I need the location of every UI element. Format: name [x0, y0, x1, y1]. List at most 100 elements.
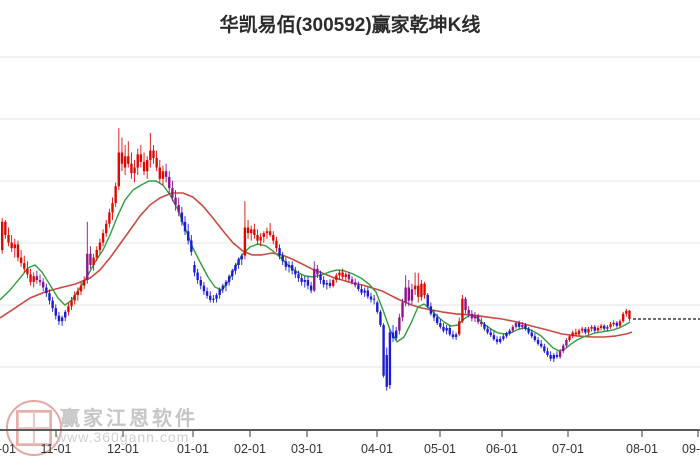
candle-body: [508, 330, 511, 334]
candle-body: [590, 326, 593, 329]
candle-body: [313, 268, 316, 291]
candle-body: [539, 343, 543, 347]
x-axis-label: 05-01: [424, 442, 456, 456]
candle-body: [338, 272, 341, 276]
candle-body: [98, 242, 102, 250]
candle-body: [451, 334, 455, 337]
candle-body: [209, 295, 212, 300]
candle-body: [284, 261, 288, 267]
candle-body: [13, 244, 17, 249]
candle-body: [60, 317, 64, 322]
candle-body: [7, 235, 10, 243]
candle-body: [265, 231, 269, 234]
candle-body: [335, 275, 338, 280]
watermark-seal: [6, 400, 62, 456]
candle-body: [101, 233, 105, 243]
gridlines: [0, 56, 700, 368]
x-axis: 10-01 11-01 12-01 01-01 02-01 03-01 04-01 05-01…: [0, 429, 700, 456]
candle-body: [524, 325, 527, 329]
candle-body: [212, 298, 215, 300]
candle-body: [625, 310, 628, 314]
candle-body: [382, 325, 385, 376]
candle-body: [360, 289, 363, 293]
candle-body: [268, 231, 272, 235]
candle-body: [357, 285, 360, 289]
candle-body: [445, 328, 448, 331]
candle-body: [552, 355, 555, 359]
x-axis-label: 11-01: [40, 442, 71, 456]
candle-body: [73, 295, 76, 301]
candle-body: [448, 328, 451, 335]
candle-body: [401, 302, 404, 318]
candle-body: [565, 340, 568, 346]
candle-body: [587, 328, 590, 333]
candle-body: [483, 324, 486, 329]
candle-body: [177, 205, 180, 213]
candles: [1, 128, 631, 391]
candle-body: [413, 285, 417, 290]
candle-body: [259, 236, 262, 241]
x-axis-label: 07-01: [552, 442, 584, 456]
candle-body: [505, 333, 508, 337]
candle-body: [180, 212, 184, 222]
x-axis-label: 12-01: [107, 442, 139, 456]
candle-body: [199, 280, 202, 286]
candle-body: [38, 280, 42, 282]
candle-body: [492, 335, 496, 340]
candle-body: [41, 281, 45, 288]
candle-body: [35, 276, 39, 280]
candle-body: [256, 235, 259, 241]
candle-body: [473, 315, 477, 319]
candle-body: [593, 326, 596, 331]
candle-body: [521, 325, 524, 327]
candle-body: [145, 160, 149, 172]
candle-body: [19, 257, 23, 264]
candle-body: [45, 287, 48, 294]
candle-body: [426, 295, 429, 307]
candle-body: [609, 324, 612, 327]
candle-body: [322, 280, 325, 285]
candle-body: [599, 325, 603, 328]
candle-body: [158, 167, 161, 179]
candle-body: [183, 221, 187, 232]
candle-body: [174, 197, 177, 205]
candle-body: [309, 285, 313, 291]
candle-body: [202, 285, 206, 292]
candle-body: [325, 283, 329, 285]
candle-body: [464, 298, 467, 310]
seal-square-icon: [16, 410, 52, 446]
candle-body: [54, 308, 57, 316]
candle-body: [435, 317, 439, 324]
candle-body: [32, 276, 35, 282]
candle-body: [306, 280, 310, 286]
candle-body: [568, 336, 571, 340]
candle-body: [51, 300, 54, 309]
candle-body: [511, 326, 515, 331]
candle-body: [57, 315, 61, 322]
candle-body: [139, 154, 143, 162]
candle-body: [164, 171, 168, 177]
candle-body: [407, 287, 411, 301]
candle-body: [328, 283, 332, 286]
page-title: 华凯易佰(300592)赢家乾坤K线: [219, 15, 481, 36]
candle-body: [316, 268, 319, 275]
candle-body: [621, 313, 625, 322]
candle-body: [546, 351, 549, 355]
candle-body: [243, 227, 247, 256]
candle-body: [64, 311, 67, 318]
candle-body: [231, 270, 234, 277]
candle-body: [1, 221, 4, 250]
candle-body: [300, 278, 303, 282]
candle-body: [369, 296, 373, 300]
candle-body: [596, 328, 600, 331]
candle-body: [287, 265, 291, 267]
candle-body: [615, 322, 619, 326]
x-axis-label: 03-01: [291, 442, 323, 456]
x-axis-label: 02-01: [234, 442, 266, 456]
candle-body: [303, 280, 306, 282]
candle-body: [499, 338, 502, 342]
candle-body: [577, 330, 581, 335]
candle-body: [347, 274, 351, 280]
ma-fast-line: [0, 180, 631, 352]
